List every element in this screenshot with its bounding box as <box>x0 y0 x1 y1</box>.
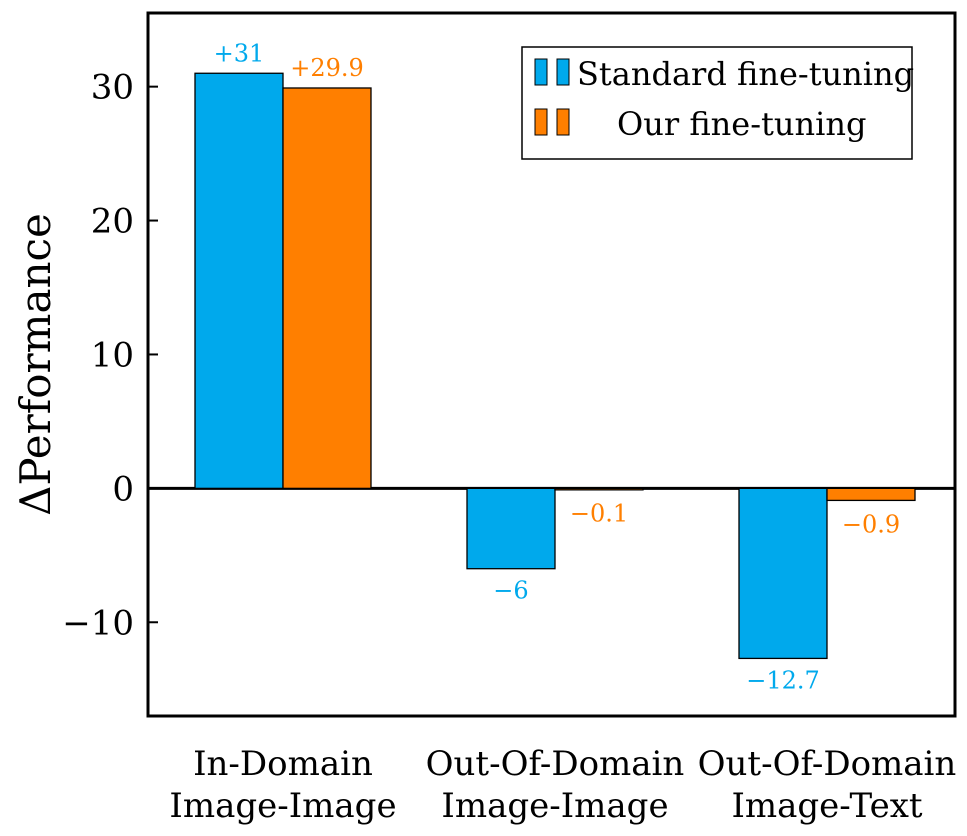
legend-box <box>521 46 913 160</box>
data-label: −0.9 <box>842 510 900 538</box>
x-tick-label: In-Domain <box>193 744 373 784</box>
y-tick-label: 30 <box>91 68 134 108</box>
legend-swatch <box>556 108 570 136</box>
legend-label: Our fine-tuning <box>617 105 866 143</box>
bar <box>282 87 372 490</box>
legend: Standard fine-tuning Our fine-tuning <box>521 46 914 160</box>
bar <box>826 487 916 502</box>
data-label: +29.9 <box>290 54 364 82</box>
plot-frame <box>146 11 957 718</box>
data-label: −6 <box>493 577 528 605</box>
data-label: −12.7 <box>746 666 820 694</box>
y-tick-label: 0 <box>112 469 134 509</box>
data-label: +31 <box>214 39 265 67</box>
legend-swatch <box>534 108 548 136</box>
y-tick-label: 10 <box>91 335 134 375</box>
x-tick-label: Image-Text <box>731 786 922 826</box>
x-tick-label: Image-Image <box>441 786 668 826</box>
bar <box>738 487 828 660</box>
bar <box>466 487 556 570</box>
x-tick-label: Out-Of-Domain <box>426 744 685 784</box>
legend-swatch <box>534 58 548 86</box>
x-tick-label: Out-Of-Domain <box>698 744 957 784</box>
y-tick-label: 20 <box>91 202 134 242</box>
x-tick-label: Image-Image <box>169 786 396 826</box>
bar <box>194 72 284 490</box>
axes: −100102030ΔPerformanceIn-DomainImage-Ima… <box>11 11 957 826</box>
legend-label: Standard fine-tuning <box>577 55 914 93</box>
y-axis-label: ΔPerformance <box>11 213 60 516</box>
legend-swatch <box>556 58 570 86</box>
data-label: −0.1 <box>570 500 628 528</box>
bar <box>554 487 644 491</box>
bars <box>194 72 916 660</box>
data-labels: +31 −6 −12.7 +29.9 −0.1 −0.9 <box>214 39 900 694</box>
y-tick-label: −10 <box>62 603 134 643</box>
